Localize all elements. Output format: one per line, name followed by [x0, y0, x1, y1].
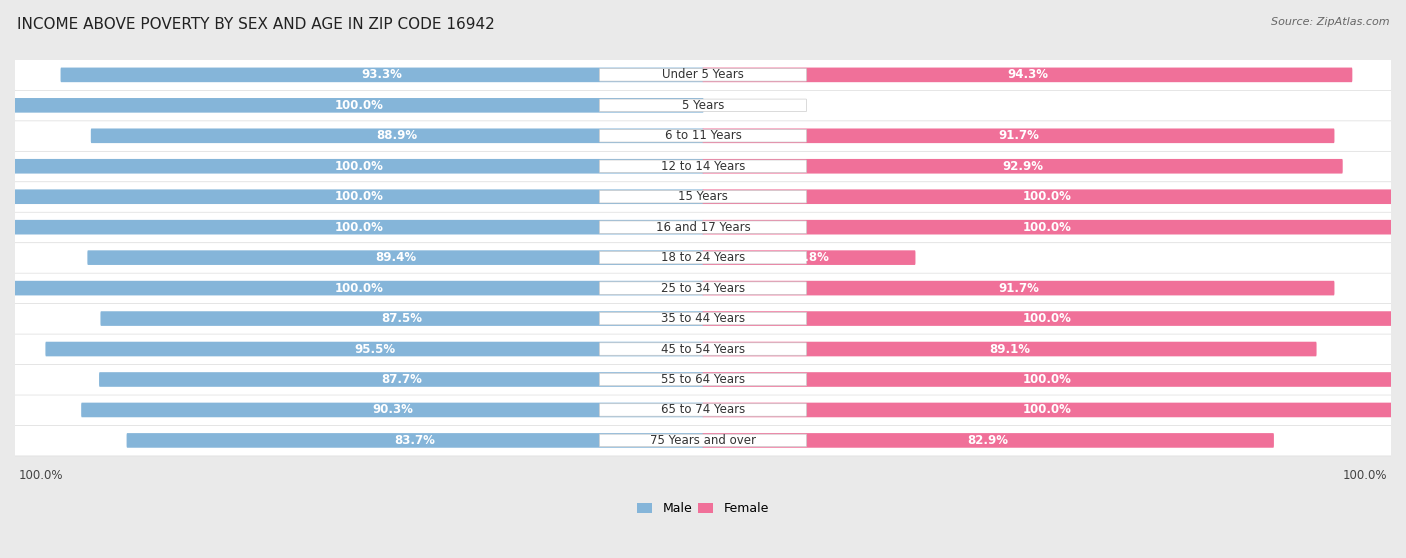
FancyBboxPatch shape — [599, 221, 807, 233]
Text: 25 to 34 Years: 25 to 34 Years — [661, 282, 745, 295]
Text: 89.1%: 89.1% — [988, 343, 1031, 355]
Text: 100.0%: 100.0% — [335, 220, 384, 234]
FancyBboxPatch shape — [703, 159, 1343, 174]
Text: 45 to 54 Years: 45 to 54 Years — [661, 343, 745, 355]
FancyBboxPatch shape — [14, 425, 1392, 456]
Text: 92.9%: 92.9% — [1002, 160, 1043, 173]
Text: 18 to 24 Years: 18 to 24 Years — [661, 251, 745, 264]
FancyBboxPatch shape — [14, 159, 703, 174]
FancyBboxPatch shape — [82, 403, 703, 417]
FancyBboxPatch shape — [45, 341, 703, 357]
FancyBboxPatch shape — [14, 151, 1392, 182]
FancyBboxPatch shape — [599, 129, 807, 142]
FancyBboxPatch shape — [703, 311, 1392, 326]
FancyBboxPatch shape — [599, 252, 807, 264]
FancyBboxPatch shape — [87, 251, 703, 265]
FancyBboxPatch shape — [14, 189, 703, 204]
FancyBboxPatch shape — [14, 272, 1392, 304]
FancyBboxPatch shape — [599, 312, 807, 325]
FancyBboxPatch shape — [599, 160, 807, 172]
Text: 100.0%: 100.0% — [335, 282, 384, 295]
Text: 100.0%: 100.0% — [1022, 220, 1071, 234]
FancyBboxPatch shape — [14, 59, 1392, 90]
FancyBboxPatch shape — [703, 433, 1274, 448]
Text: 100.0%: 100.0% — [335, 99, 384, 112]
Text: 82.9%: 82.9% — [967, 434, 1008, 447]
FancyBboxPatch shape — [14, 364, 1392, 395]
FancyBboxPatch shape — [703, 220, 1392, 234]
Text: 15 Years: 15 Years — [678, 190, 728, 203]
Text: 100.0%: 100.0% — [18, 469, 63, 482]
Text: 30.8%: 30.8% — [789, 251, 830, 264]
FancyBboxPatch shape — [703, 403, 1392, 417]
FancyBboxPatch shape — [14, 281, 703, 295]
Text: INCOME ABOVE POVERTY BY SEX AND AGE IN ZIP CODE 16942: INCOME ABOVE POVERTY BY SEX AND AGE IN Z… — [17, 17, 495, 32]
Text: 89.4%: 89.4% — [375, 251, 416, 264]
FancyBboxPatch shape — [703, 128, 1334, 143]
Text: 87.5%: 87.5% — [381, 312, 422, 325]
FancyBboxPatch shape — [599, 69, 807, 81]
FancyBboxPatch shape — [14, 90, 1392, 121]
Text: 55 to 64 Years: 55 to 64 Years — [661, 373, 745, 386]
Text: 12 to 14 Years: 12 to 14 Years — [661, 160, 745, 173]
FancyBboxPatch shape — [14, 220, 703, 234]
FancyBboxPatch shape — [60, 68, 703, 82]
Text: 94.3%: 94.3% — [1007, 69, 1047, 81]
Text: 35 to 44 Years: 35 to 44 Years — [661, 312, 745, 325]
FancyBboxPatch shape — [14, 242, 1392, 273]
Text: Source: ZipAtlas.com: Source: ZipAtlas.com — [1271, 17, 1389, 27]
Text: 100.0%: 100.0% — [335, 160, 384, 173]
Text: 88.9%: 88.9% — [377, 129, 418, 142]
FancyBboxPatch shape — [599, 282, 807, 295]
FancyBboxPatch shape — [91, 128, 703, 143]
Text: 93.3%: 93.3% — [361, 69, 402, 81]
FancyBboxPatch shape — [14, 334, 1392, 364]
FancyBboxPatch shape — [599, 373, 807, 386]
Text: 100.0%: 100.0% — [1022, 373, 1071, 386]
Text: 100.0%: 100.0% — [1343, 469, 1388, 482]
Text: 65 to 74 Years: 65 to 74 Years — [661, 403, 745, 416]
Text: 100.0%: 100.0% — [335, 190, 384, 203]
Text: 95.5%: 95.5% — [354, 343, 395, 355]
FancyBboxPatch shape — [703, 281, 1334, 295]
Text: 16 and 17 Years: 16 and 17 Years — [655, 220, 751, 234]
FancyBboxPatch shape — [703, 189, 1392, 204]
Text: 5 Years: 5 Years — [682, 99, 724, 112]
FancyBboxPatch shape — [14, 395, 1392, 426]
FancyBboxPatch shape — [703, 251, 915, 265]
FancyBboxPatch shape — [14, 121, 1392, 151]
FancyBboxPatch shape — [599, 434, 807, 446]
FancyBboxPatch shape — [14, 98, 703, 113]
Legend: Male, Female: Male, Female — [633, 497, 773, 521]
FancyBboxPatch shape — [599, 99, 807, 112]
Text: 91.7%: 91.7% — [998, 282, 1039, 295]
FancyBboxPatch shape — [100, 311, 703, 326]
FancyBboxPatch shape — [14, 303, 1392, 334]
FancyBboxPatch shape — [599, 190, 807, 203]
Text: 6 to 11 Years: 6 to 11 Years — [665, 129, 741, 142]
Text: 100.0%: 100.0% — [1022, 403, 1071, 416]
FancyBboxPatch shape — [98, 372, 703, 387]
FancyBboxPatch shape — [127, 433, 703, 448]
Text: 87.7%: 87.7% — [381, 373, 422, 386]
FancyBboxPatch shape — [599, 343, 807, 355]
FancyBboxPatch shape — [14, 211, 1392, 243]
FancyBboxPatch shape — [703, 341, 1316, 357]
FancyBboxPatch shape — [599, 403, 807, 416]
Text: 75 Years and over: 75 Years and over — [650, 434, 756, 447]
Text: 83.7%: 83.7% — [395, 434, 436, 447]
Text: Under 5 Years: Under 5 Years — [662, 69, 744, 81]
Text: 100.0%: 100.0% — [1022, 190, 1071, 203]
Text: 90.3%: 90.3% — [373, 403, 413, 416]
FancyBboxPatch shape — [703, 372, 1392, 387]
Text: 100.0%: 100.0% — [1022, 312, 1071, 325]
FancyBboxPatch shape — [14, 181, 1392, 212]
FancyBboxPatch shape — [703, 68, 1353, 82]
Text: 91.7%: 91.7% — [998, 129, 1039, 142]
